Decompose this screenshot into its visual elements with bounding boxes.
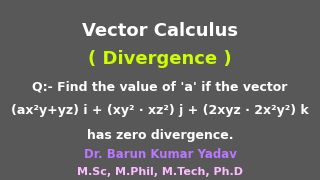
Text: has zero divergence.: has zero divergence. xyxy=(87,129,233,142)
Text: Vector Calculus: Vector Calculus xyxy=(82,22,238,40)
Text: ( Divergence ): ( Divergence ) xyxy=(88,50,232,68)
Text: M.Sc, M.Phil, M.Tech, Ph.D: M.Sc, M.Phil, M.Tech, Ph.D xyxy=(77,167,243,177)
Text: Dr. Barun Kumar Yadav: Dr. Barun Kumar Yadav xyxy=(84,148,236,161)
Text: Q:- Find the value of 'a' if the vector: Q:- Find the value of 'a' if the vector xyxy=(32,80,288,93)
Text: (ax²y+yz) i + (xy² · xz²) j + (2xyz · 2x²y²) k: (ax²y+yz) i + (xy² · xz²) j + (2xyz · 2x… xyxy=(11,104,309,117)
